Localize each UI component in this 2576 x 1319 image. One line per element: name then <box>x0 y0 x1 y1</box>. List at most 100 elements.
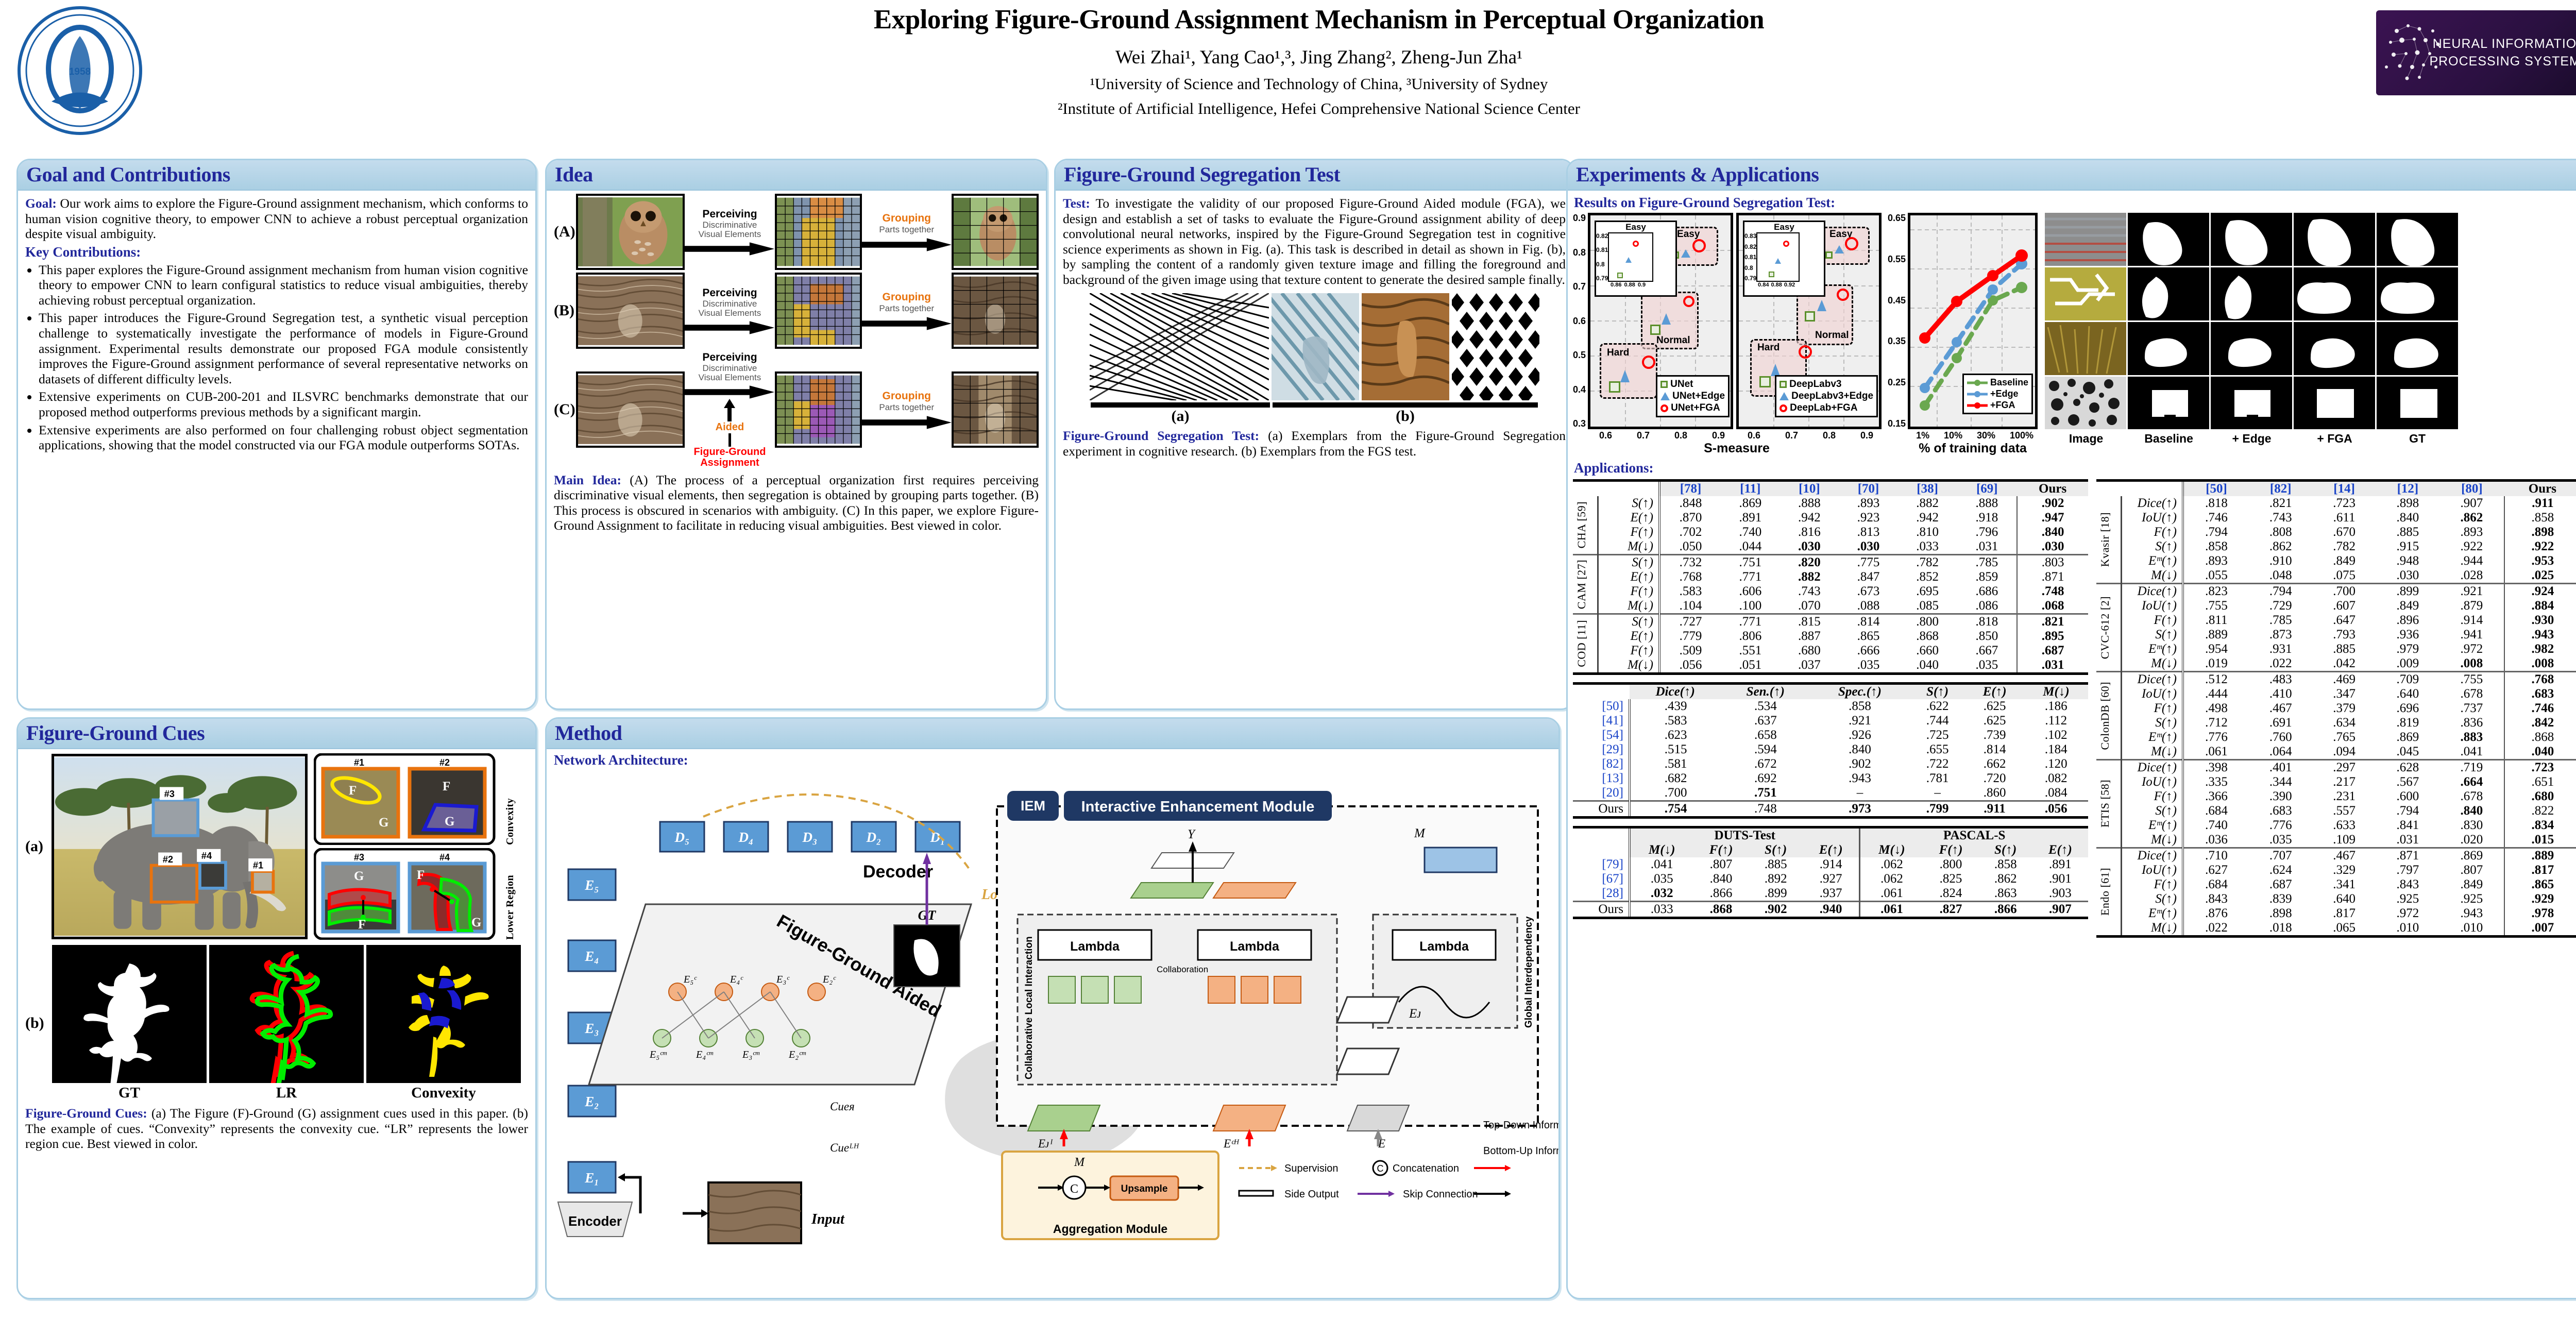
table-cell: .737 <box>2460 701 2483 715</box>
svg-text:#3: #3 <box>354 852 364 863</box>
table-cell: .925 <box>2396 892 2419 906</box>
panel-title-cues: Figure-Ground Cues <box>26 721 205 745</box>
chart2-point-dl-normal <box>1805 311 1816 322</box>
neurips-logo: NEURAL INFORMATION PROCESSING SYSTEMS <box>2376 10 2576 95</box>
table-row: Eᵐ(↑) .876 .898 .817 .972 .943 .978 <box>2096 906 2576 921</box>
right-arrow-icon <box>685 385 775 399</box>
owl-grouped-b <box>951 273 1039 349</box>
table-row: CAM [27] S(↑) .732 .751 .820 .775 .782 .785 .803 <box>1573 554 2088 614</box>
idea-row-c-label: (C) <box>554 401 575 418</box>
table-cell: .866 <box>1709 886 1733 900</box>
svg-text:G: G <box>379 816 388 830</box>
table-cell: .858 <box>1994 857 2017 871</box>
table-row: ColonDB [60] Dice(↑) .512 .483 .469 .709 .755.… <box>2096 671 2576 760</box>
table-cell: .899 <box>1764 886 1787 900</box>
svg-text:#1: #1 <box>354 757 364 768</box>
table-cell: .086 <box>1975 599 1998 613</box>
table-cell: .942 <box>1798 511 1821 525</box>
table-cell: .927 <box>1819 872 1842 886</box>
table-cell: .691 <box>2269 716 2292 730</box>
chart1-legend: UNet UNet+Edge UNet+FGA <box>1656 375 1730 417</box>
table-cell: .483 <box>2269 672 2292 686</box>
table-cell: .936 <box>2396 628 2419 641</box>
table-cell: .869 <box>1739 496 1762 510</box>
table-cell: .765 <box>2333 730 2355 744</box>
table-cell: .803 <box>2016 554 2088 570</box>
table-metric-label: F(↑) <box>2121 877 2184 892</box>
chart1-ytick-0: 0.9 <box>1573 213 1586 223</box>
fga-label-line1: Figure-Ground <box>693 446 766 458</box>
cues-caption-text: (a) The Figure (F)-Ground (G) assignment… <box>25 1106 528 1152</box>
table-row-group-label: COD [11] <box>1573 614 1599 674</box>
table-cell: .858 <box>2503 511 2576 525</box>
table-cell: .082 <box>2044 771 2067 785</box>
table-metric-label: F(↑) <box>2121 613 2184 628</box>
table-cell: .885 <box>2396 525 2419 539</box>
table-cell: .439 <box>1664 699 1687 713</box>
list-item: This paper introduces the Figure-Ground … <box>39 310 528 386</box>
table-cell: .865 <box>2503 877 2576 892</box>
table-metric-label: S(↑) <box>2121 716 2184 730</box>
table-cell: .112 <box>2045 714 2067 728</box>
right-arrow-icon <box>861 317 952 330</box>
table-row: F(↑) .366 .390 .231 .600 .678 .680 <box>2096 789 2576 804</box>
svg-text:Eᴊᴵ: Eᴊᴵ <box>1038 1137 1054 1150</box>
svg-text:Supervision: Supervision <box>1284 1163 1338 1174</box>
table-cell: .903 <box>2048 886 2072 900</box>
table-row: F(↑) .794 .808 .670 .885 .893 .898 <box>2096 525 2576 539</box>
table-row: M(↓) .019 .022 .042 .009 .008 .008 <box>2096 656 2576 672</box>
table-row: S(↑) .712 .691 .634 .819 .836 .842 <box>2096 716 2576 730</box>
table-row-label: [20] <box>1573 786 1631 801</box>
side-label-convexity: Convexity <box>504 798 516 845</box>
table-row: Ours .033 .868 .902 .940 .061 .827 .866 .907 <box>1573 901 2088 918</box>
table-metric-label: IoU(↑) <box>2121 863 2184 877</box>
table-cell: .567 <box>2396 775 2419 789</box>
chart2-xtick-1: 0.7 <box>1785 430 1799 441</box>
chart1-point-unetfga-normal <box>1683 296 1695 307</box>
table-cell: .915 <box>2396 539 2419 553</box>
qual-label-fga: + FGA <box>2317 432 2352 445</box>
table-row: S(↑) .843 .839 .640 .925 .925 .929 <box>2096 892 2576 906</box>
elephant-photo: #3 #2 #4 #1 <box>52 754 308 939</box>
table-col-header: [38] <box>1897 480 1957 496</box>
table-metric-label: M(↓) <box>1598 658 1660 674</box>
chart2-group-hard-label: Hard <box>1757 342 1780 353</box>
table-metric-label: S(↑) <box>1598 496 1660 511</box>
table-cell: .840 <box>2396 511 2419 525</box>
table-cell: .347 <box>2333 687 2355 701</box>
table-metric-label: F(↑) <box>2121 789 2184 804</box>
table-cell: .868 <box>1709 902 1733 916</box>
table-cell: .666 <box>1857 644 1880 657</box>
table-cell: .727 <box>1679 615 1702 629</box>
table-cell: .030 <box>1857 539 1880 553</box>
table-cell: .871 <box>2016 570 2088 584</box>
aided-label: Aided <box>715 421 744 433</box>
cues-caption-lead: Figure-Ground Cues: <box>25 1106 147 1121</box>
svg-text:#2: #2 <box>163 854 173 865</box>
table-row: E(↑) .870 .891 .942 .923 .942 .918 .947 <box>1573 511 2088 525</box>
table-cell: .725 <box>1926 728 1949 742</box>
chart1-ytick-5: 0.4 <box>1573 384 1586 395</box>
table-cell: .041 <box>2460 745 2483 758</box>
table-cell: .008 <box>2460 656 2483 670</box>
chart1-xtick-0: 0.6 <box>1599 430 1613 441</box>
table-cell: .925 <box>2460 892 2483 906</box>
table-col-header: Sen.(↑) <box>1721 683 1810 699</box>
table-cell: .031 <box>1975 539 1998 553</box>
table-cell: .799 <box>1926 802 1949 816</box>
table-cell: .044 <box>1739 539 1762 553</box>
table-cell: .746 <box>2205 511 2228 525</box>
table-cell: .921 <box>1849 714 1871 728</box>
applications-subhead: Applications: <box>1574 460 1654 476</box>
chart1-xtick-1: 0.7 <box>1637 430 1650 441</box>
cue-label-lr: LR <box>276 1085 297 1101</box>
table-cell: .037 <box>1798 658 1821 672</box>
table-row-group-label: ETIS [58] <box>2096 759 2122 848</box>
table-cell: .888 <box>1975 496 1998 510</box>
table-cell: .926 <box>1849 728 1871 742</box>
table-metric-label: Dice(↑) <box>2121 583 2184 599</box>
chart1-xtick-2: 0.8 <box>1674 430 1688 441</box>
grouping-sub: Parts together <box>879 225 935 234</box>
table-cell: .782 <box>2333 539 2355 553</box>
panel-goal-and-contributions: Goal and Contributions Goal: Our work ai… <box>16 159 537 710</box>
